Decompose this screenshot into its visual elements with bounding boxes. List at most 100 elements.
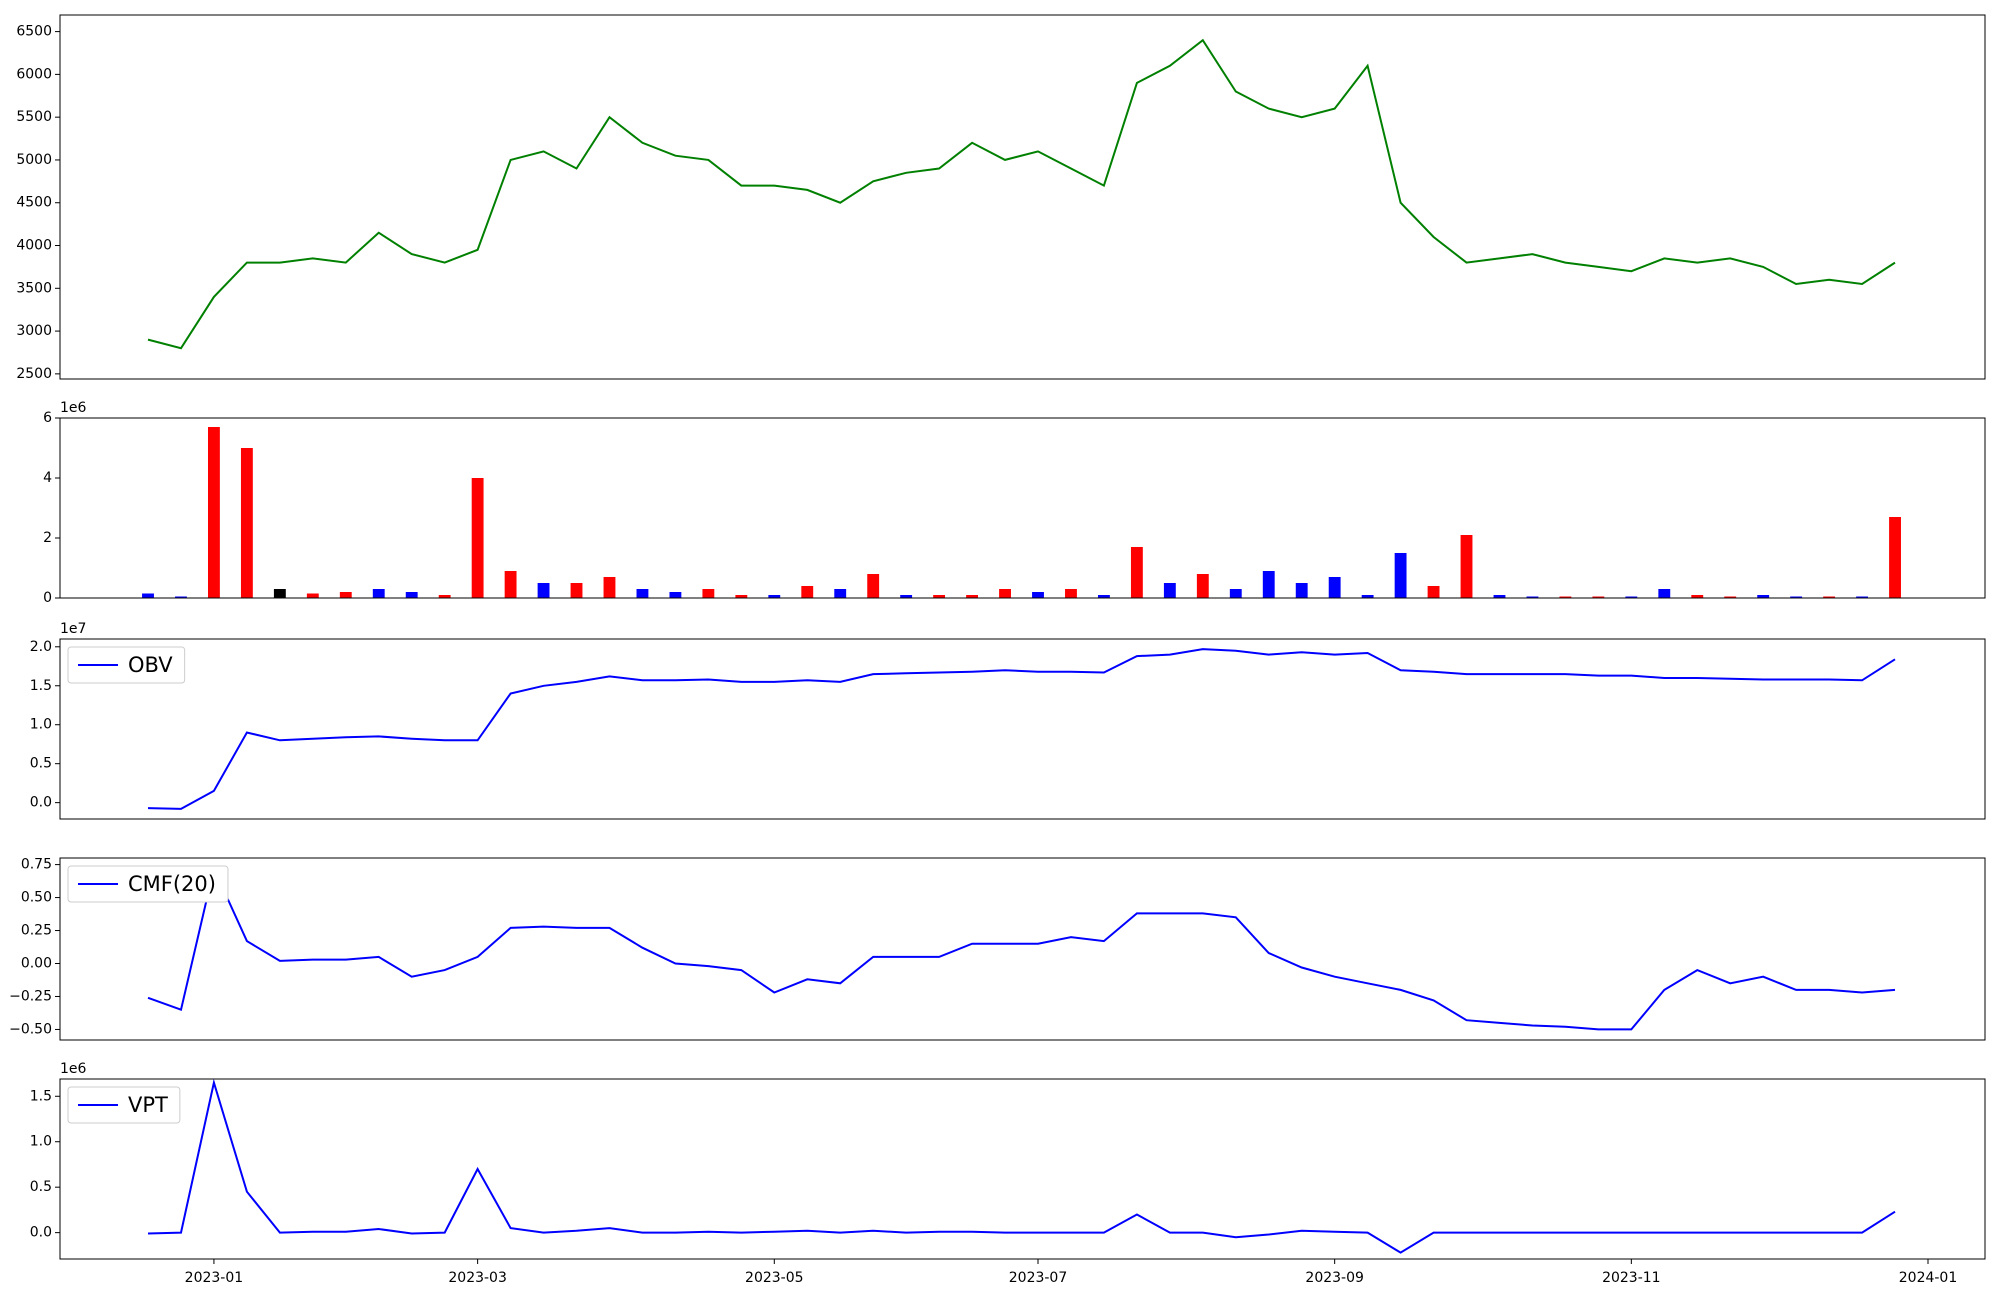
y-tick-label: 0.5 — [30, 756, 52, 772]
y-tick-label: 5000 — [16, 152, 52, 168]
bar — [1856, 596, 1869, 598]
legend-box — [67, 865, 229, 903]
bar — [1065, 589, 1077, 598]
bar — [1196, 574, 1209, 598]
x-tick-label: 2023-11 — [1602, 1270, 1661, 1286]
bar — [702, 589, 715, 598]
bar — [669, 592, 682, 598]
y-tick-label: 4000 — [16, 238, 52, 254]
y-tick-label: 4500 — [16, 195, 52, 211]
bar — [801, 586, 814, 598]
bar — [570, 583, 583, 598]
bar — [1130, 547, 1143, 598]
bar — [1361, 595, 1374, 598]
y-tick-label: 1.0 — [30, 717, 52, 733]
bar — [1559, 596, 1572, 598]
y-tick-label: 0.0 — [30, 1225, 52, 1241]
y-tick-label: 6000 — [16, 66, 52, 82]
legend-box — [67, 646, 186, 684]
y-tick-label: 5500 — [16, 109, 52, 125]
legend-label: CMF(20) — [128, 872, 216, 896]
y-tick-label: 0.75 — [21, 857, 52, 873]
x-tick-label: 2023-05 — [745, 1270, 804, 1286]
y-tick-label: 2 — [43, 530, 52, 546]
line — [147, 865, 1896, 1031]
line — [147, 1078, 1896, 1254]
bar — [306, 593, 319, 598]
bar — [1097, 595, 1110, 598]
y-tick-label: 1.5 — [30, 1088, 52, 1104]
y-tick-label: 1.0 — [30, 1134, 52, 1150]
bar — [1493, 595, 1506, 598]
legend-label: OBV — [128, 653, 173, 677]
plot-frame — [59, 857, 1986, 1041]
y-tick-label: 6500 — [16, 24, 52, 40]
bar — [175, 596, 187, 598]
bar — [1032, 592, 1044, 598]
bar — [834, 589, 847, 598]
bar — [1823, 596, 1836, 598]
bar — [1229, 589, 1242, 598]
bar — [1295, 583, 1308, 598]
y-tick-label: 3000 — [16, 323, 52, 339]
bar — [240, 448, 253, 598]
bar — [999, 589, 1011, 598]
y-tick-label: 0.0 — [30, 795, 52, 811]
plot-frame — [59, 417, 1986, 599]
bar — [1625, 596, 1638, 598]
bar — [537, 583, 550, 598]
x-tick-label: 2023-09 — [1305, 1270, 1364, 1286]
y-tick-label: −0.50 — [9, 1021, 52, 1037]
y-tick-label: 1.5 — [30, 678, 52, 694]
line — [147, 648, 1896, 810]
bar — [900, 595, 913, 598]
axis-offset-label: 1e6 — [60, 400, 87, 416]
bar — [438, 595, 451, 598]
bar — [1394, 553, 1407, 598]
legend-label: VPT — [128, 1093, 168, 1117]
bar — [867, 574, 880, 598]
bar — [1724, 596, 1737, 598]
bar — [1526, 596, 1539, 598]
bar — [1328, 577, 1341, 598]
bar — [372, 589, 385, 598]
x-tick-label: 2023-01 — [185, 1270, 244, 1286]
bar — [636, 589, 649, 598]
y-tick-label: 0 — [43, 590, 52, 606]
bar — [966, 595, 979, 598]
bar — [603, 577, 616, 598]
y-tick-label: 2.0 — [30, 639, 52, 655]
bar — [504, 571, 517, 598]
bar — [471, 478, 484, 598]
y-tick-label: 2500 — [16, 366, 52, 382]
bar — [1460, 535, 1473, 598]
bar — [339, 592, 352, 598]
y-tick-label: 0.25 — [21, 923, 52, 939]
bar — [768, 595, 781, 598]
plot-frame — [59, 1078, 1986, 1260]
bar — [273, 589, 286, 598]
bar — [207, 427, 220, 598]
bar — [1592, 596, 1605, 598]
x-tick-label: 2023-07 — [1009, 1270, 1068, 1286]
bar — [142, 593, 154, 598]
bar — [1163, 583, 1176, 598]
x-tick-label: 2023-03 — [448, 1270, 507, 1286]
bar — [1262, 571, 1275, 598]
y-tick-label: 0.50 — [21, 890, 52, 906]
legend-box — [67, 1086, 181, 1124]
y-tick-label: 6 — [43, 410, 52, 426]
plot-frame — [59, 14, 1986, 380]
axis-offset-label: 1e6 — [60, 1061, 87, 1077]
bar — [1658, 589, 1671, 598]
bar — [1427, 586, 1440, 598]
y-tick-label: 0.00 — [21, 956, 52, 972]
x-tick-label: 2024-01 — [1899, 1270, 1958, 1286]
bar — [1691, 595, 1704, 598]
y-tick-label: −0.25 — [9, 988, 52, 1004]
bar — [405, 592, 418, 598]
plot-frame — [59, 638, 1986, 820]
line — [147, 38, 1896, 350]
